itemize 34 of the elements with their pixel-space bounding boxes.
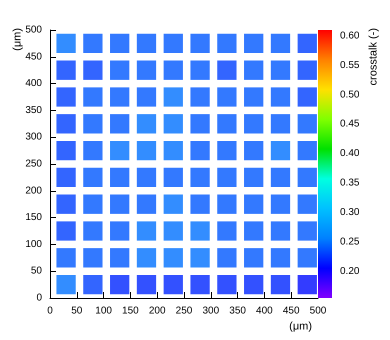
y-tick-label: 350: [25, 104, 42, 116]
y-tick-label: 300: [25, 132, 42, 143]
x-tick-label: 450: [282, 306, 300, 316]
color-bar-label: 0.60: [340, 30, 360, 42]
y-tick-label: 500: [25, 24, 42, 36]
color-bar-label: 0.40: [340, 148, 360, 160]
x-tick-label: 150: [122, 306, 140, 316]
y-tick-label: 400: [25, 78, 42, 90]
color-bar-label: 0.20: [340, 266, 360, 277]
x-tick-label: 400: [256, 306, 274, 316]
y-tick-label: 250: [25, 158, 42, 170]
color-bar-label: 0.45: [340, 118, 360, 130]
y-tick-label: 0: [36, 292, 42, 304]
x-tick-label: 350: [229, 306, 246, 316]
color-bar-title: crosstalk (-): [368, 28, 380, 86]
x-axis-title: (μm): [289, 320, 312, 332]
y-tick-label: 50: [30, 266, 42, 277]
y-tick-label: 450: [25, 51, 42, 62]
y-tick-label: 150: [25, 212, 42, 224]
x-tick-label: 50: [71, 306, 83, 316]
x-tick-label: 500: [310, 306, 327, 316]
color-bar-label: 0.30: [340, 207, 360, 218]
x-tick-label: 0: [47, 306, 54, 316]
color-bar-label: 0.55: [340, 60, 360, 71]
x-tick-label: 300: [202, 306, 220, 316]
y-tick-label: 200: [25, 185, 42, 196]
y-tick-label: 100: [25, 238, 42, 250]
color-bar-label: 0.35: [340, 178, 360, 189]
x-tick-label: 200: [148, 306, 166, 316]
color-bar-label: 0.50: [340, 89, 360, 100]
color-bar-label: 0.25: [340, 236, 360, 248]
x-tick-label: 250: [176, 306, 193, 316]
x-tick-label: 100: [95, 306, 112, 316]
y-axis-title: (μm): [12, 28, 24, 51]
